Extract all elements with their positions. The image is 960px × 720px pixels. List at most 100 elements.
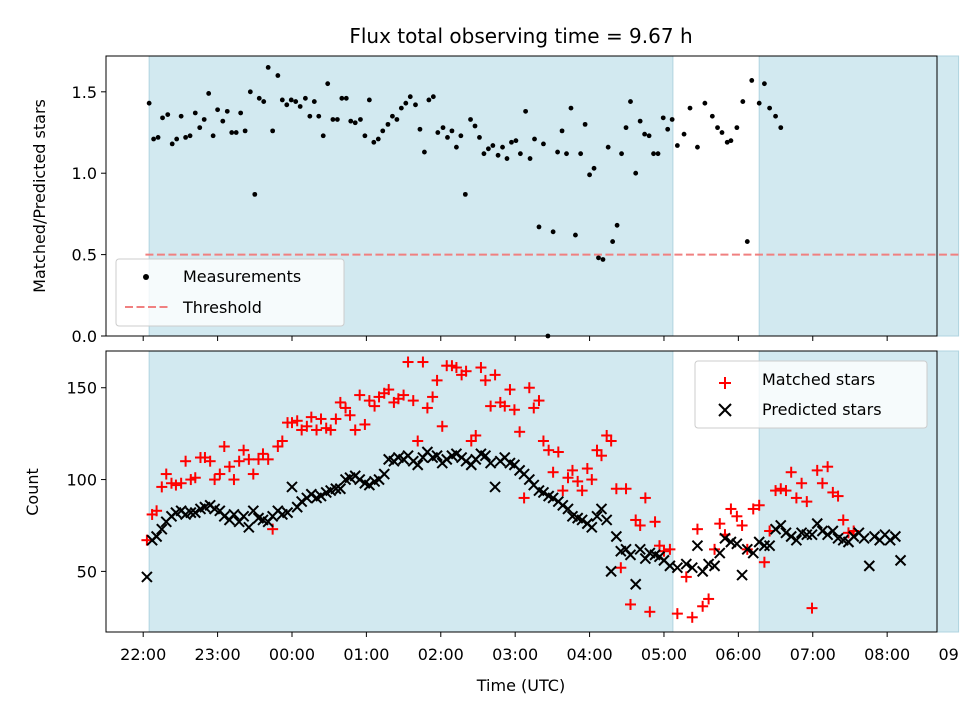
predicted-star-point (330, 483, 342, 495)
measurement-point (695, 144, 700, 150)
measurement-point (600, 257, 606, 262)
matched-star-point (514, 426, 526, 438)
matched-star-point (566, 464, 578, 476)
predicted-star-point (247, 505, 260, 517)
measurement-point (756, 100, 762, 106)
measurement-point (270, 128, 276, 134)
matched-star-point (552, 446, 564, 458)
predicted-star-point (141, 571, 153, 583)
predicted-star-point (868, 530, 881, 543)
measurement-point (398, 105, 404, 111)
predicted-star-point (305, 488, 318, 500)
measurement-point (413, 102, 418, 108)
matched-star-point (151, 505, 163, 517)
matched-star-point (427, 391, 439, 403)
measurement-point (146, 100, 152, 106)
top-y-axis-label: Matched/Predicted stars (30, 99, 49, 293)
measurement-point (187, 133, 193, 139)
matched-star-point (832, 490, 844, 502)
measurement-point (767, 105, 773, 111)
measurement-point (155, 134, 161, 140)
bottom-x-tick-label: 01:00 (343, 645, 389, 664)
matched-star-point (758, 556, 770, 568)
matched-star-point (276, 435, 288, 447)
measurement-point (633, 170, 639, 176)
matched-star-point (842, 527, 854, 539)
matched-star-point (257, 448, 269, 460)
bottom-x-tick-label: 23:00 (195, 645, 241, 664)
top-panel: 0.0 0.5 1.0 1.5 Matched/Predicted stars Mea… (30, 55, 960, 346)
matched-star-point (790, 492, 802, 504)
measurement-point (550, 229, 556, 235)
predicted-star-point (547, 492, 559, 504)
matched-star-point (301, 420, 313, 432)
measurement-point (655, 151, 661, 157)
predicted-star-point (185, 506, 197, 519)
predicted-star-point (731, 538, 743, 550)
matched-star-point (369, 400, 381, 412)
bottom-panel: 50 100 150 22:00 23:00 00:00 01:00 02:00 03:00 0… (23, 350, 960, 695)
matched-star-point (247, 468, 259, 480)
predicted-star-point (629, 578, 642, 590)
predicted-star-point (286, 481, 298, 493)
matched-star-point (470, 429, 482, 441)
matched-star-point (305, 411, 317, 423)
matched-star-point (624, 598, 636, 610)
measurement-point (407, 94, 413, 100)
bottom-y-tick-label: 100 (66, 471, 97, 490)
measurement-point (201, 117, 207, 122)
predicted-stars-points (141, 446, 907, 590)
measurement-point (778, 125, 784, 131)
predicted-star-point (821, 528, 834, 541)
measurement-point (660, 115, 666, 121)
measurement-point (517, 151, 523, 157)
measurement-point (297, 104, 303, 109)
matched-star-point (189, 472, 201, 484)
predicted-star-point (758, 539, 771, 552)
measurement-point (724, 139, 730, 145)
measurement-point (261, 99, 267, 104)
matched-star-point (363, 395, 375, 407)
matched-star-point (837, 514, 849, 526)
matched-star-point (811, 464, 823, 476)
measurement-point (744, 239, 750, 244)
matched-star-point (537, 435, 549, 447)
measurement-point (403, 100, 409, 106)
matched-star-point (601, 429, 613, 441)
measurement-point (559, 128, 565, 134)
measurement-point (375, 136, 381, 142)
measurement-point (665, 126, 671, 132)
measurement-point (229, 130, 235, 135)
matched-star-point (383, 384, 395, 396)
bottom-x-tick-label: 04:00 (567, 645, 613, 664)
bottom-y-tick-label: 150 (66, 379, 97, 398)
measurement-point (362, 133, 368, 139)
measurement-point (485, 146, 491, 152)
measurement-point (681, 131, 687, 137)
predicted-star-point (671, 562, 684, 574)
predicted-star-point (624, 549, 637, 561)
predicted-star-point (479, 449, 492, 462)
measurement-point (773, 113, 778, 119)
measurement-point (646, 133, 652, 139)
predicted-star-point (775, 519, 787, 532)
matched-star-point (243, 453, 255, 465)
measurement-point (509, 139, 514, 145)
predicted-star-point (562, 503, 574, 515)
measurement-point (435, 130, 441, 135)
measurement-point (215, 107, 220, 113)
bottom-x-tick-label: 02:00 (418, 645, 464, 664)
measurement-point (605, 144, 611, 150)
matched-star-point (634, 519, 646, 531)
matched-star-point (218, 441, 230, 453)
matched-star-point (315, 413, 327, 425)
measurement-point (445, 134, 450, 140)
legend-matched-marker (719, 377, 731, 389)
matched-star-point (775, 483, 787, 495)
measurement-point (279, 97, 285, 103)
measurement-point (316, 113, 322, 119)
matched-star-point (479, 374, 491, 386)
measurement-point (242, 128, 248, 134)
predicted-star-point (489, 481, 501, 493)
